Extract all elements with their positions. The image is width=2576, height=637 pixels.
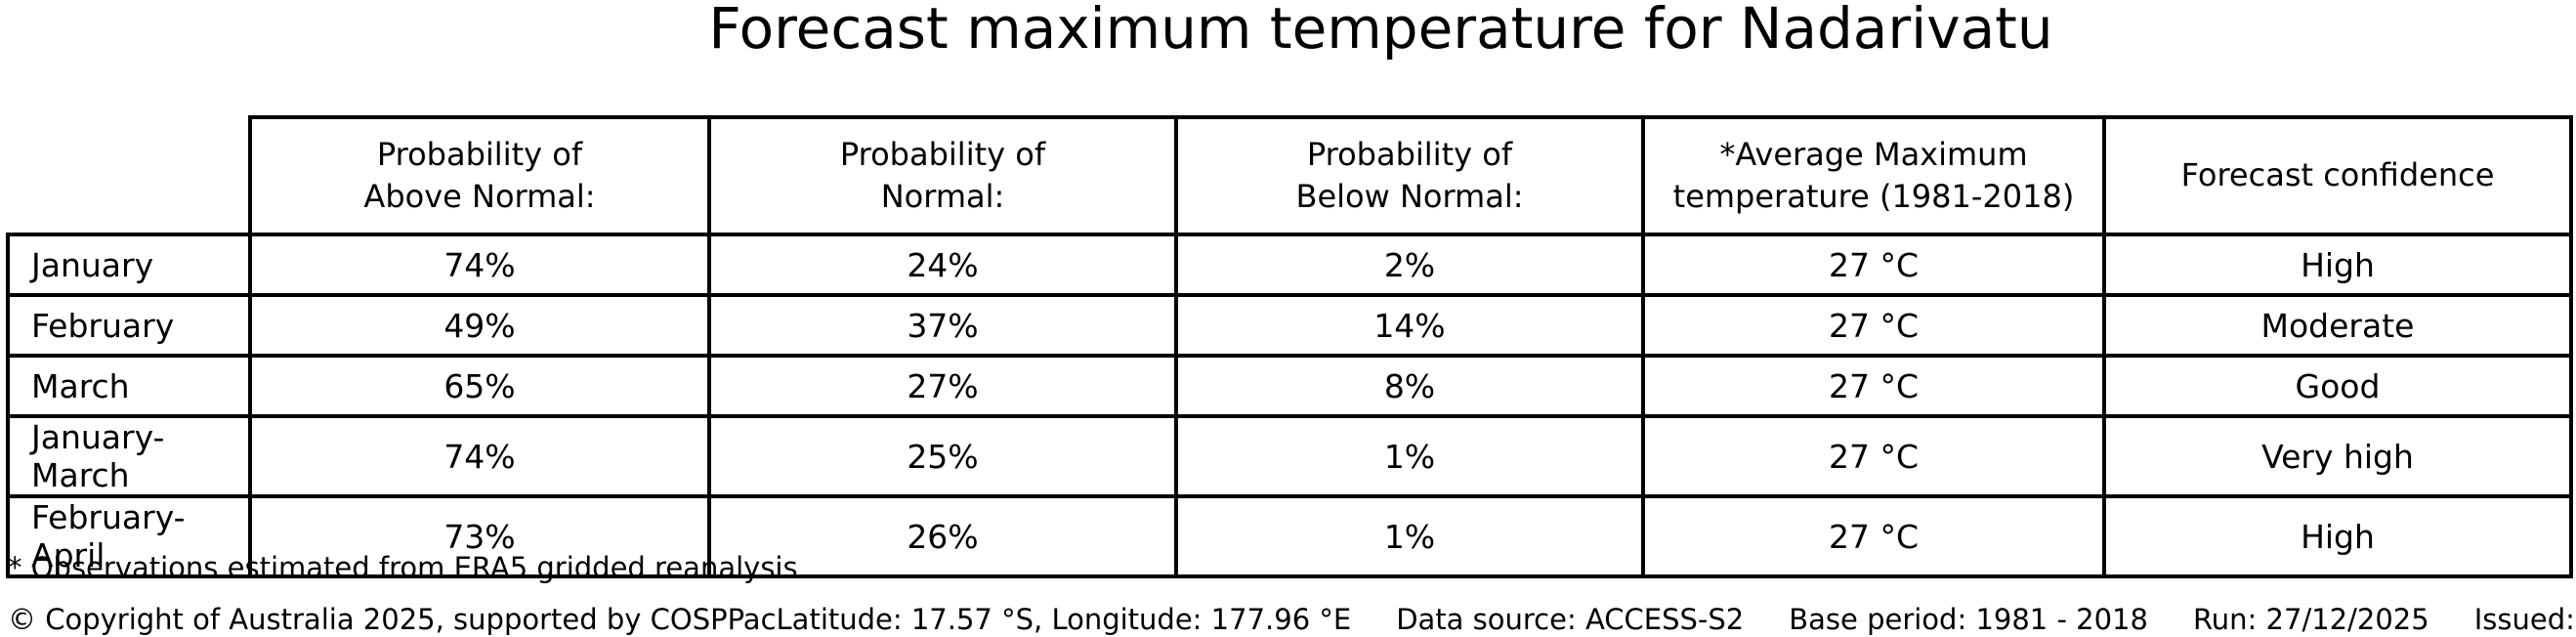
data-cell: 49% xyxy=(248,293,711,358)
row-period-cell: January-March xyxy=(6,414,252,498)
table-row: January 74% 24% 2% 27 °C High xyxy=(6,233,2573,297)
data-cell: High xyxy=(2102,494,2573,578)
footer-issued-date: Issued: 29/12/2025 xyxy=(2473,603,2576,636)
footer-run-date: Run: 27/12/2025 xyxy=(2192,603,2429,636)
data-cell: 8% xyxy=(1174,354,1645,418)
data-cell: 27 °C xyxy=(1641,293,2106,358)
column-header-average-max-temp: *Average Maximum temperature (1981-2018) xyxy=(1641,115,2106,236)
column-header-above-normal: Probability of Above Normal: xyxy=(248,115,711,236)
data-cell: High xyxy=(2102,233,2573,297)
data-cell: Good xyxy=(2102,354,2573,418)
row-period-cell: February-April xyxy=(6,494,252,578)
copyright-text: © Copyright of Australia 2025, supported… xyxy=(8,603,777,636)
page-title: Forecast maximum temperature for Nadariv… xyxy=(708,0,2053,62)
forecast-table: Probability of Above Normal: Probability… xyxy=(6,115,2573,578)
table-row: January-March 74% 25% 1% 27 °C Very high xyxy=(6,414,2573,498)
data-cell: 27% xyxy=(707,354,1178,418)
footer-meta: Latitude: 17.57 °S, Longitude: 177.96 °E… xyxy=(777,603,2576,636)
table-header-row: Probability of Above Normal: Probability… xyxy=(8,115,2573,236)
data-cell: Very high xyxy=(2102,414,2573,498)
row-period-cell: March xyxy=(6,354,252,418)
column-header-normal: Probability of Normal: xyxy=(707,115,1178,236)
column-header-forecast-confidence: Forecast confidence xyxy=(2102,115,2573,236)
data-cell: 24% xyxy=(707,233,1178,297)
data-cell: 27 °C xyxy=(1641,414,2106,498)
data-cell: 27 °C xyxy=(1641,494,2106,578)
data-cell: 25% xyxy=(707,414,1178,498)
data-cell: Moderate xyxy=(2102,293,2573,358)
table-row: March 65% 27% 8% 27 °C Good xyxy=(6,354,2573,418)
data-cell: 14% xyxy=(1174,293,1645,358)
table-body: January 74% 24% 2% 27 °C High February 49% 37% 14… xyxy=(6,233,2573,578)
data-cell: 26% xyxy=(707,494,1178,578)
data-cell: 74% xyxy=(248,414,711,498)
data-cell: 65% xyxy=(248,354,711,418)
column-header-below-normal: Probability of Below Normal: xyxy=(1174,115,1645,236)
data-cell: 27 °C xyxy=(1641,233,2106,297)
footer-bar: © Copyright of Australia 2025, supported… xyxy=(8,603,2576,636)
footer-data-source: Data source: ACCESS-S2 xyxy=(1396,603,1745,636)
table-row: February-April 73% 26% 1% 27 °C High xyxy=(6,494,2573,578)
table-row: February 49% 37% 14% 27 °C Moderate xyxy=(6,293,2573,358)
row-period-cell: February xyxy=(6,293,252,358)
data-cell: 1% xyxy=(1174,494,1645,578)
data-cell: 2% xyxy=(1174,233,1645,297)
data-cell: 73% xyxy=(248,494,711,578)
data-cell: 1% xyxy=(1174,414,1645,498)
data-cell: 74% xyxy=(248,233,711,297)
footer-location: Latitude: 17.57 °S, Longitude: 177.96 °E xyxy=(776,603,1352,636)
data-cell: 37% xyxy=(707,293,1178,358)
observations-footnote: * Observations estimated from ERA5 gridd… xyxy=(8,551,798,584)
row-period-cell: January xyxy=(6,233,252,297)
corner-blank-cell xyxy=(8,117,250,234)
data-cell: 27 °C xyxy=(1641,354,2106,418)
footer-base-period: Base period: 1981 - 2018 xyxy=(1789,603,2148,636)
